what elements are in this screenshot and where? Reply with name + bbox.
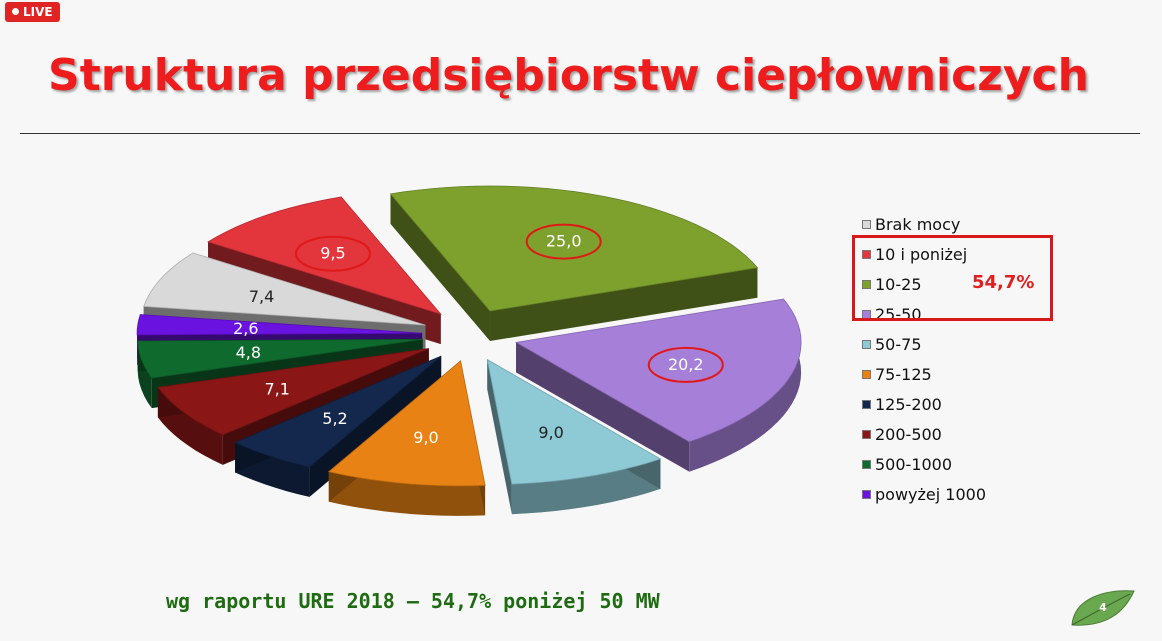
data-label-50-75: 9,0 bbox=[538, 423, 563, 442]
pie-slice-125-200: 5,2 bbox=[234, 355, 442, 497]
data-label-powy-ej-1000: 2,6 bbox=[233, 319, 258, 338]
pie-slice-75-125: 9,0 bbox=[327, 360, 486, 516]
legend-label: 125-200 bbox=[875, 394, 942, 414]
slide-title: Struktura przedsiębiorstw ciepłowniczych bbox=[48, 50, 1089, 101]
legend-swatch bbox=[862, 339, 871, 349]
live-label: LIVE bbox=[23, 5, 53, 19]
legend-swatch bbox=[862, 249, 871, 259]
data-label-75-125: 9,0 bbox=[413, 428, 438, 447]
pie-slice-side-75-125 bbox=[328, 471, 486, 516]
pie-slice-top-200-500 bbox=[157, 348, 429, 436]
legend-item-powy-ej-1000: powyżej 1000 bbox=[862, 479, 986, 509]
title-divider bbox=[20, 133, 1140, 134]
pie-slice-top-500-1000 bbox=[137, 338, 423, 379]
live-badge[interactable]: LIVE bbox=[5, 2, 60, 22]
data-label-10-i-poni-ej: 9,5 bbox=[320, 244, 345, 263]
pie-slice-wall-50-75-1 bbox=[487, 359, 512, 515]
pie-slice-wall-25-50-1 bbox=[516, 342, 690, 472]
legend-label: 10 i poniżej bbox=[875, 244, 968, 264]
highlight-circle-10-25 bbox=[525, 223, 602, 260]
data-label-500-1000: 4,8 bbox=[236, 343, 261, 362]
legend-label: 10-25 bbox=[875, 274, 922, 294]
live-dot-icon bbox=[12, 8, 19, 15]
pie-slice-top-brak-mocy bbox=[143, 252, 426, 326]
data-label-25-50: 20,2 bbox=[668, 355, 704, 374]
pie-slice-top-125-200 bbox=[234, 355, 442, 468]
pie-slice-10-25: 25,0 bbox=[389, 185, 759, 342]
legend-label: Brak mocy bbox=[875, 214, 961, 234]
data-label-brak-mocy: 7,4 bbox=[249, 287, 274, 306]
legend-swatch bbox=[862, 369, 871, 379]
pie-slice-wall-10-25-0 bbox=[390, 193, 491, 342]
pie-slice-top-10-i-poni-ej bbox=[207, 196, 442, 315]
legend-item-500-1000: 500-1000 bbox=[862, 449, 986, 479]
highlight-percentage: 54,7% bbox=[972, 272, 1035, 293]
highlight-circle-10-i-poni-ej bbox=[295, 235, 371, 272]
pie-slice-top-powy-ej-1000 bbox=[136, 314, 423, 336]
legend-item-10-25: 10-25 bbox=[862, 269, 986, 299]
pie-slice-wall-10-25-1 bbox=[490, 267, 758, 342]
legend-label: 500-1000 bbox=[875, 454, 953, 474]
legend-item-50-75: 50-75 bbox=[862, 329, 986, 359]
leaf-icon: 4 bbox=[1071, 590, 1135, 626]
legend-label: 75-125 bbox=[875, 364, 932, 384]
legend-swatch bbox=[862, 459, 871, 469]
highlight-circle-25-50 bbox=[647, 346, 724, 383]
pie-slice-side-50-75 bbox=[511, 458, 661, 515]
pie-chart: 25,0 9,5 7,4 2,6 4,8 20,2 7,1 5,2 9,0 9,0 bbox=[136, 185, 802, 516]
legend-swatch bbox=[862, 489, 871, 499]
highlight-box bbox=[852, 235, 1053, 321]
legend-item-75-125: 75-125 bbox=[862, 359, 986, 389]
legend-swatch bbox=[862, 399, 871, 409]
legend-item-200-500: 200-500 bbox=[862, 419, 986, 449]
legend-item-125-200: 125-200 bbox=[862, 389, 986, 419]
pie-slice-top-10-25 bbox=[389, 185, 759, 312]
legend-swatch bbox=[862, 219, 871, 229]
pie-slice-side-500-1000 bbox=[137, 341, 152, 409]
pie-slice-top-75-125 bbox=[327, 360, 486, 487]
pie-slice-50-75: 9,0 bbox=[486, 358, 662, 515]
pie-slice-top-50-75 bbox=[486, 358, 662, 485]
legend-label: powyżej 1000 bbox=[875, 484, 986, 504]
legend-swatch bbox=[862, 279, 871, 289]
data-label-10-25: 25,0 bbox=[546, 232, 582, 251]
legend-item-10-i-poni-ej: 10 i poniżej bbox=[862, 239, 986, 269]
page-number: 4 bbox=[1099, 601, 1107, 614]
data-label-200-500: 7,1 bbox=[264, 379, 289, 398]
legend-label: 50-75 bbox=[875, 334, 922, 354]
pie-slice-25-50: 20,2 bbox=[514, 298, 802, 472]
legend-swatch bbox=[862, 429, 871, 439]
legend-label: 200-500 bbox=[875, 424, 942, 444]
data-label-125-200: 5,2 bbox=[322, 409, 347, 428]
source-note: wg raportu URE 2018 – 54,7% poniżej 50 M… bbox=[166, 589, 660, 613]
legend-item-brak-mocy: Brak mocy bbox=[862, 209, 986, 239]
pie-slice-top-25-50 bbox=[514, 298, 802, 443]
